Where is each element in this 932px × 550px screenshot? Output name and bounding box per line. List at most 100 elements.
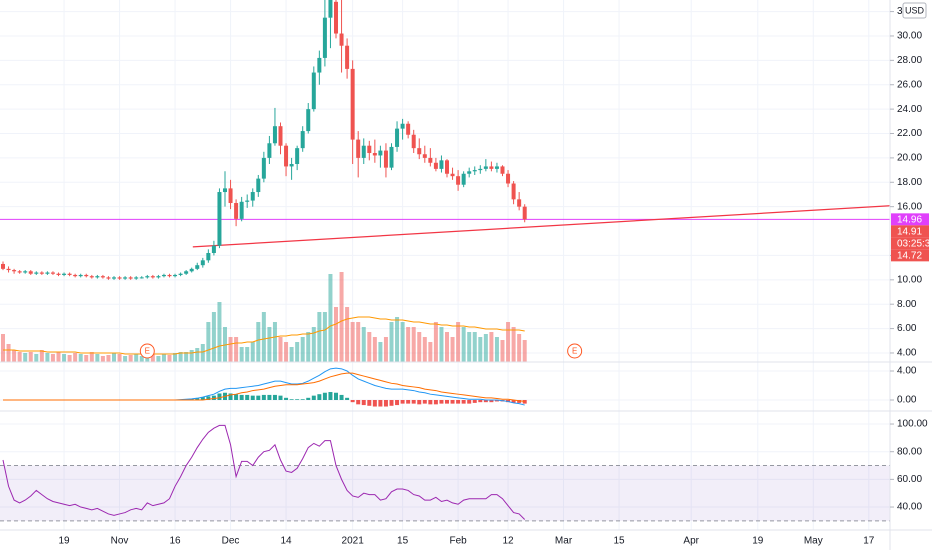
macd-histogram-bar: [472, 399, 477, 403]
macd-histogram-bar: [322, 392, 327, 400]
volume-bar: [106, 355, 111, 362]
candle-body: [350, 68, 355, 140]
volume-bar: [200, 344, 205, 362]
candle-body: [439, 160, 444, 169]
volume-bar: [472, 332, 477, 362]
candle-body: [112, 277, 116, 279]
macd-histogram-bar: [361, 399, 366, 406]
candle-body: [167, 274, 172, 277]
macd-histogram-bar: [428, 399, 433, 405]
volume-bar: [195, 348, 200, 362]
x-tick-label: 19: [752, 536, 764, 547]
volume-bar: [73, 353, 78, 362]
currency-badge[interactable]: [902, 2, 927, 19]
y-tick-label: 24.00: [897, 104, 922, 115]
event-label: E: [145, 347, 150, 356]
candle-body: [28, 271, 33, 274]
macd-histogram-bar: [200, 397, 205, 400]
rsi-line: [2, 424, 526, 520]
volume-bar: [128, 355, 133, 362]
y-tick-label: 8.00: [897, 299, 917, 310]
volume-bar: [189, 350, 194, 362]
macd-histogram-bar: [300, 399, 305, 400]
macd-histogram-bar: [422, 399, 427, 404]
grid: [0, 0, 890, 530]
trendline: [192, 205, 890, 248]
macd-histogram-bar: [445, 399, 449, 404]
y-tick-label: 28.00: [897, 55, 922, 66]
candle-body: [100, 276, 105, 278]
volume-bar: [245, 347, 250, 362]
candle-body: [461, 173, 466, 185]
macd-histogram-bar: [272, 394, 277, 400]
candle-body: [139, 277, 144, 279]
volume-bar: [17, 352, 22, 362]
candle-body: [123, 277, 128, 279]
y-tick-label: 4.00: [897, 366, 917, 377]
volume-bar: [278, 337, 283, 362]
candle-body: [317, 57, 322, 73]
volume-bar: [295, 342, 300, 362]
macd-histogram-bar: [267, 394, 272, 400]
candle-body: [45, 272, 50, 274]
event-marker: [139, 343, 155, 359]
candle-body: [345, 45, 350, 69]
candle-body: [239, 201, 244, 219]
candle-body: [117, 277, 122, 279]
y-tick-label: 20.00: [897, 153, 922, 164]
macd-histogram-bar: [356, 399, 361, 405]
volume-bar: [506, 322, 511, 362]
candle-body: [250, 192, 255, 201]
price-label-box: [891, 225, 929, 238]
volume-bar: [433, 322, 438, 362]
candle-body: [39, 272, 44, 274]
candle-body: [389, 146, 394, 168]
x-tick-label: Nov: [111, 536, 129, 547]
signal-line: [3, 372, 525, 402]
macd-histogram-bar: [433, 399, 438, 405]
macd-histogram-bar: [350, 399, 355, 403]
macd-histogram-bar: [345, 397, 350, 400]
candle-body: [150, 276, 155, 278]
y-tick-label: 18.00: [897, 177, 922, 188]
volume-bar: [95, 354, 100, 362]
macd-histogram-bar: [478, 399, 483, 403]
macd-histogram-bar: [378, 399, 383, 407]
macd-histogram-bar: [239, 394, 244, 400]
volume-bar: [489, 332, 494, 362]
volume-ma-line: [3, 316, 525, 355]
macd-histogram-bar: [339, 394, 344, 400]
price-label: 14.72: [897, 250, 922, 261]
candle-body: [206, 252, 211, 261]
volume-bar: [150, 354, 155, 362]
volume-bar: [400, 322, 405, 362]
volume-bar: [284, 342, 289, 362]
candle-body: [406, 123, 411, 135]
candle-body: [506, 173, 511, 184]
volume-bar: [45, 353, 50, 362]
volume-bar: [156, 356, 161, 362]
volume-bar: [6, 344, 11, 362]
volume-bar: [356, 322, 361, 362]
volume-bar: [62, 354, 67, 362]
volume-bar: [339, 272, 344, 362]
volume-bar: [406, 327, 411, 362]
volume-bar: [217, 302, 222, 362]
macd-histogram-bar: [494, 399, 499, 402]
x-tick-label: 15: [613, 536, 625, 547]
x-tick-label: Feb: [449, 536, 467, 547]
macd-histogram-bar: [284, 397, 289, 400]
candle-body: [128, 277, 133, 279]
volume-bar: [311, 327, 316, 362]
candle-body: [284, 145, 289, 167]
volume-bar: [411, 327, 416, 362]
candle-body: [173, 274, 178, 277]
volume-bar: [23, 353, 28, 362]
candle-body: [339, 33, 344, 46]
candle-body: [17, 271, 22, 273]
volume-bar: [500, 340, 505, 362]
candle-body: [245, 200, 250, 202]
event-marker: [567, 343, 583, 359]
